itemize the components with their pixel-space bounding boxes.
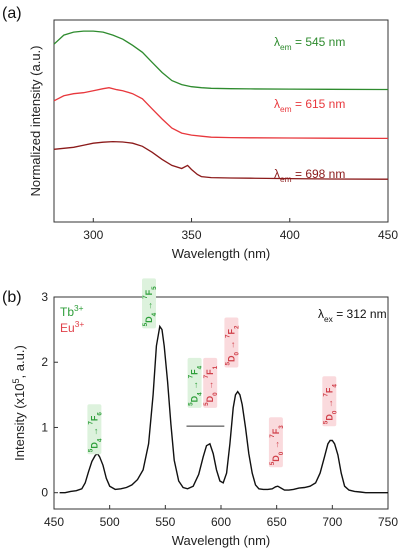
panel-a-series-label-0: λem = 545 nm <box>274 35 345 52</box>
panel-a-x-axis-label: Wavelength (nm) <box>172 246 271 261</box>
panel-a-series-line-0 <box>53 30 389 91</box>
transition-label-highlight <box>142 278 156 329</box>
transition-label-highlight <box>187 357 202 408</box>
transition-label-0: 5D4 → 7F6 <box>87 404 103 455</box>
panel-a: (a) λem = 545 nm λem = 615 nm λem = 698 nm 3… <box>2 5 398 261</box>
transition-label-highlight <box>203 357 218 408</box>
panel-b-x-tick-label: 600 <box>211 515 231 529</box>
panel-a-series-label-2: λem = 698 nm <box>274 167 345 184</box>
panel-b-x-tick-label: 500 <box>100 515 120 529</box>
panel-b-x-tick-label: 700 <box>322 515 342 529</box>
panel-a-series-label-1: λem = 615 nm <box>274 97 345 114</box>
transition-label-text: 5D0 → 7F1 <box>203 365 219 406</box>
legend-entry-1: Eu3+ <box>60 319 84 335</box>
panel-a-x-tick-label: 350 <box>182 228 202 242</box>
transition-label-highlight <box>87 404 102 455</box>
transition-label-text: 5D0 → 7F2 <box>224 325 240 366</box>
panel-b-y-tick-label: 2 <box>41 355 48 369</box>
legend-entry-0: Tb3+ <box>60 303 84 319</box>
panel-b-x-tick-label: 550 <box>155 515 175 529</box>
transition-label-1: 5D4 → 7F5 <box>142 278 158 329</box>
panel-b-x-tick-label: 750 <box>378 515 398 529</box>
panel-b-y-axis-label: Intensity (x105, a.u.) <box>11 345 27 461</box>
transition-label-highlight <box>224 317 239 368</box>
transition-label-text: 5D0 → 7F3 <box>269 425 285 466</box>
transition-label-highlight <box>322 376 337 427</box>
panel-b-y-tick-label: 1 <box>41 420 48 434</box>
transition-label-text: 5D4 → 7F6 <box>87 412 103 453</box>
panel-a-y-axis-label: Normalized intensity (a.u.) <box>28 46 43 197</box>
panel-b-x-tick-label: 650 <box>267 515 287 529</box>
panel-b-y-tick-label: 0 <box>41 486 48 500</box>
panel-b-y-tick-label: 3 <box>41 290 48 304</box>
transition-label-5: 5D0 → 7F3 <box>268 417 285 468</box>
panel-a-label: (a) <box>2 5 22 22</box>
transition-label-highlight <box>268 417 283 468</box>
transition-label-text: 5D0 → 7F4 <box>322 384 338 425</box>
transition-label-text: 5D4 → 7F5 <box>142 286 158 327</box>
panel-a-x-tick-label: 450 <box>378 228 398 242</box>
panel-b-x-tick-label: 450 <box>44 515 64 529</box>
panel-a-x-tick-label: 300 <box>83 228 103 242</box>
transition-label-6: 5D0 → 7F4 <box>322 376 338 427</box>
excitation-annotation: λex = 312 nm <box>318 307 387 324</box>
transition-label-3: 5D0 → 7F1 <box>203 357 219 408</box>
panel-a-x-tick-label: 400 <box>280 228 300 242</box>
panel-b-x-axis-label: Wavelength (nm) <box>172 533 271 548</box>
transition-label-2: 5D4 → 7F4 <box>187 357 204 408</box>
panel-a-series-line-2 <box>53 140 389 180</box>
panel-a-series-line-1 <box>53 87 389 140</box>
panel-b: (b) 450 500 550 600 650 700 750 0 1 2 3 Wavelength (… <box>2 278 398 548</box>
transition-label-text: 5D4 → 7F4 <box>188 365 204 406</box>
panel-a-plot-frame <box>53 19 389 223</box>
transition-label-4: 5D0 → 7F2 <box>224 317 240 368</box>
panel-b-emission-line <box>59 324 388 494</box>
panel-b-plot-frame <box>53 296 389 510</box>
panel-b-label: (b) <box>2 289 22 306</box>
